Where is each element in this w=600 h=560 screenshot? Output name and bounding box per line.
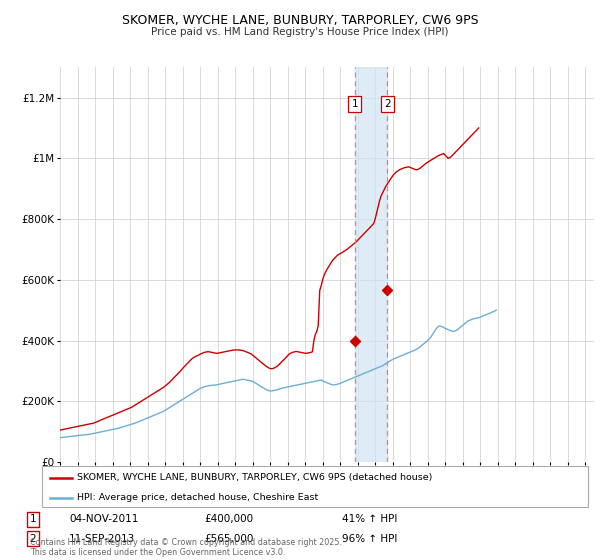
- Text: SKOMER, WYCHE LANE, BUNBURY, TARPORLEY, CW6 9PS (detached house): SKOMER, WYCHE LANE, BUNBURY, TARPORLEY, …: [77, 473, 433, 482]
- Text: Price paid vs. HM Land Registry's House Price Index (HPI): Price paid vs. HM Land Registry's House …: [151, 27, 449, 37]
- Text: 1: 1: [352, 99, 358, 109]
- Text: £565,000: £565,000: [204, 534, 253, 544]
- Text: 96% ↑ HPI: 96% ↑ HPI: [342, 534, 397, 544]
- Bar: [355, 67, 388, 462]
- Text: 11-SEP-2013: 11-SEP-2013: [69, 534, 135, 544]
- Text: SKOMER, WYCHE LANE, BUNBURY, TARPORLEY, CW6 9PS: SKOMER, WYCHE LANE, BUNBURY, TARPORLEY, …: [122, 14, 478, 27]
- Text: 41% ↑ HPI: 41% ↑ HPI: [342, 514, 397, 524]
- Text: 2: 2: [29, 534, 37, 544]
- Text: 2: 2: [384, 99, 391, 109]
- Text: £400,000: £400,000: [204, 514, 253, 524]
- Text: Contains HM Land Registry data © Crown copyright and database right 2025.
This d: Contains HM Land Registry data © Crown c…: [30, 538, 342, 557]
- Text: HPI: Average price, detached house, Cheshire East: HPI: Average price, detached house, Ches…: [77, 493, 319, 502]
- Text: 1: 1: [29, 514, 37, 524]
- Text: 04-NOV-2011: 04-NOV-2011: [69, 514, 139, 524]
